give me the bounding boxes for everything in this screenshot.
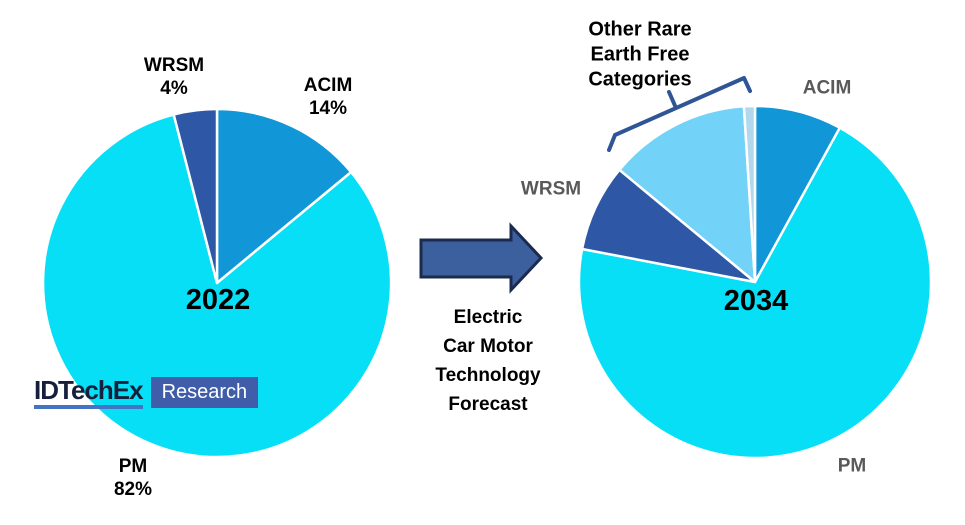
pie-2034-slice-other-rare-earth-free-categories xyxy=(618,105,757,284)
label-acim-2034: ACIM xyxy=(802,77,852,99)
label-pm-2022-pct: 82% xyxy=(113,479,153,500)
label-acim-2022-name: ACIM xyxy=(303,75,353,96)
other-categories-bracket-icon xyxy=(607,76,752,152)
label-year-2022: 2022 xyxy=(185,284,251,316)
label-wrsm-2034: WRSM xyxy=(520,178,582,200)
label-other-ref-line-3: Categories xyxy=(588,68,692,91)
label-pm-2022-name: PM xyxy=(118,456,148,477)
pie-2034-slice-other-rare-earth-free-categories-minor xyxy=(742,104,757,284)
label-wrsm-2022-pct: 4% xyxy=(160,78,188,99)
forecast-arrow-icon xyxy=(419,222,544,294)
pie-2034 xyxy=(577,104,933,460)
idtechex-wordmark: IDTechEx xyxy=(34,377,144,409)
forecast-caption-line-1: Electric xyxy=(453,307,523,328)
pie-2034-slice-wrsm xyxy=(580,168,757,284)
label-acim-2022: ACIM 14% xyxy=(304,74,353,120)
research-badge: Research xyxy=(150,377,259,408)
pie-2022-slice-pm xyxy=(41,113,393,459)
label-year-2034: 2034 xyxy=(723,285,789,317)
label-other-ref-line-2: Earth Free xyxy=(590,43,690,66)
label-other-ref-line-1: Other Rare xyxy=(588,18,692,41)
label-wrsm-2022: WRSM 4% xyxy=(144,54,204,100)
forecast-caption-line-2: Car Motor xyxy=(443,336,533,357)
label-acim-2022-pct: 14% xyxy=(308,98,348,119)
label-pm-2034: PM xyxy=(837,455,867,477)
forecast-caption: Electric Car Motor Technology Forecast xyxy=(435,303,540,419)
pie-2022 xyxy=(41,107,393,459)
idtechex-logo: IDTechEx Research xyxy=(34,377,259,409)
pie-2022-slice-wrsm xyxy=(172,107,219,285)
pie-2034-slice-acim xyxy=(753,104,842,284)
forecast-caption-line-4: Forecast xyxy=(448,394,528,415)
forecast-caption-line-3: Technology xyxy=(435,365,541,386)
label-other-ref-categories: Other Rare Earth Free Categories xyxy=(588,18,691,93)
pie-2022-slice-acim xyxy=(215,107,353,285)
label-pm-2022: PM 82% xyxy=(114,455,152,501)
label-wrsm-2022-name: WRSM xyxy=(143,55,205,76)
pie-2034-slice-pm xyxy=(577,126,933,460)
